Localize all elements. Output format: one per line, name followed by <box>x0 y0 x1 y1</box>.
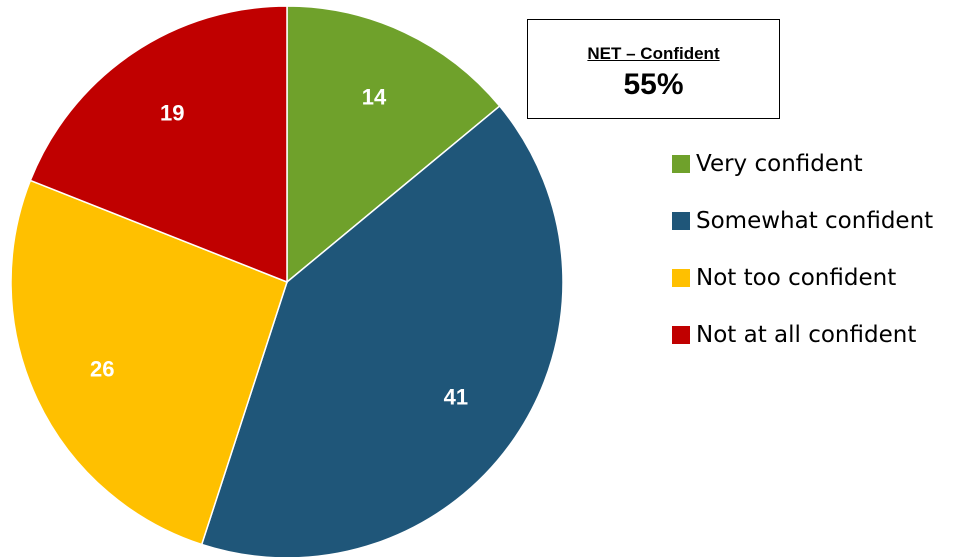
data-label-somewhat-confident: 41 <box>444 384 468 409</box>
pie-slice-not-at-all-confident <box>29 5 288 284</box>
data-label-not-at-all-confident: 19 <box>160 101 184 126</box>
legend-label-somewhat-confident: Somewhat confident <box>696 208 934 234</box>
legend-label-not-at-all-confident: Not at all confident <box>696 322 917 348</box>
data-label-very-confident: 14 <box>362 85 387 110</box>
legend-item-not-at-all-confident: Not at all confident <box>672 316 970 354</box>
net-confident-label: NET – Confident <box>587 44 720 63</box>
pie-slice-somewhat-confident <box>200 105 564 557</box>
net-confident-value: 55% <box>623 68 684 101</box>
legend-item-very-confident: Very confident <box>672 145 970 183</box>
pie-slice-not-too-confident <box>10 179 288 546</box>
legend-label-very-confident: Very confident <box>696 151 863 177</box>
net-confident-box: NET – Confident 55% <box>527 19 780 119</box>
legend-swatch-somewhat-confident <box>672 212 690 230</box>
legend-swatch-very-confident <box>672 155 690 173</box>
legend: Very confident Somewhat confident Not to… <box>672 145 970 354</box>
legend-item-not-too-confident: Not too confident <box>672 259 970 297</box>
legend-swatch-not-at-all-confident <box>672 326 690 344</box>
legend-swatch-not-too-confident <box>672 269 690 287</box>
legend-label-not-too-confident: Not too confident <box>696 265 897 291</box>
pie-data-labels: 14 41 26 19 <box>90 85 468 410</box>
legend-item-somewhat-confident: Somewhat confident <box>672 202 970 240</box>
pie-slice-very-confident <box>286 5 501 284</box>
pie-slices <box>10 5 564 557</box>
data-label-not-too-confident: 26 <box>90 356 114 381</box>
